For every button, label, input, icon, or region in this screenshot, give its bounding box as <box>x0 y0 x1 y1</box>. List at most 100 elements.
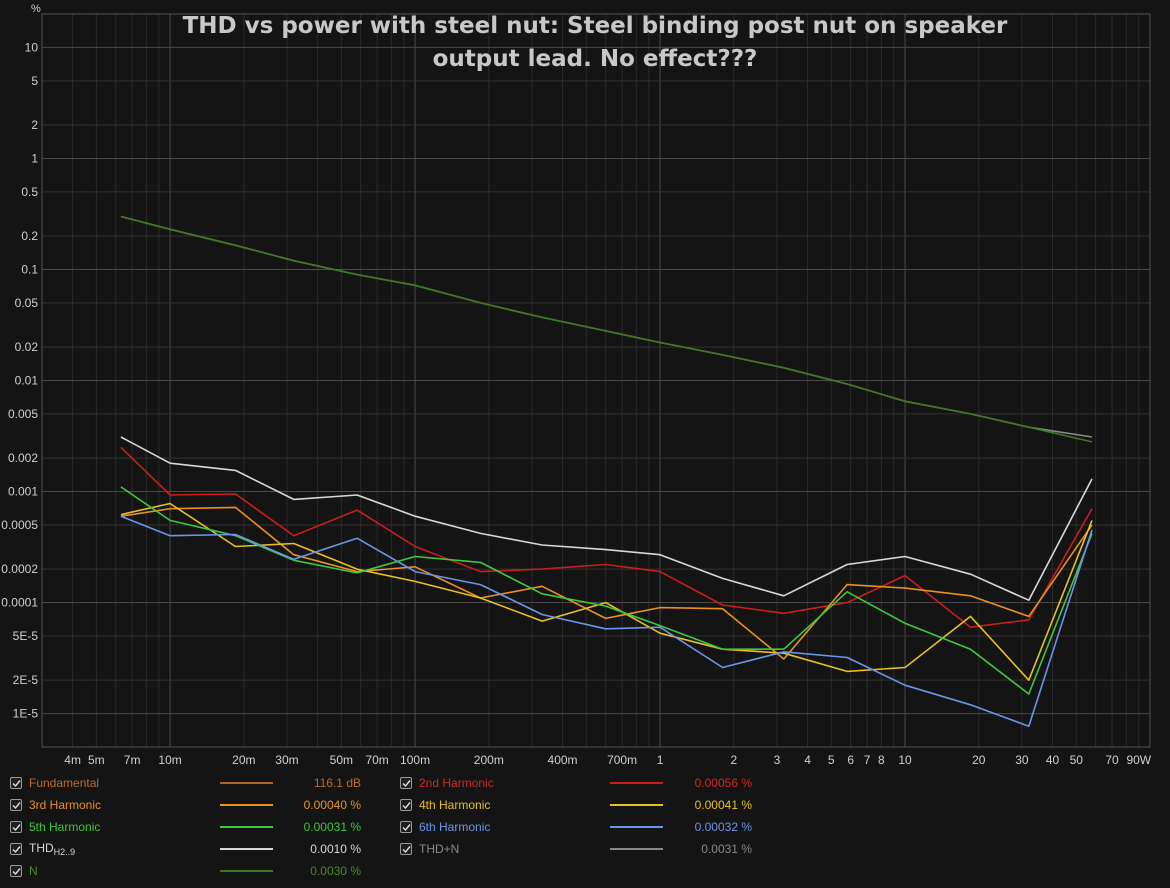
series-line-n <box>120 215 1093 443</box>
y-tick-label: 10 <box>25 40 39 54</box>
series-line-6th-harmonic <box>120 515 1093 728</box>
chart-background <box>0 0 1170 772</box>
check-icon <box>12 801 21 809</box>
x-tick-label: 3 <box>774 753 781 767</box>
x-tick-label: 50m <box>330 753 353 767</box>
x-tick-label: 8 <box>878 753 885 767</box>
legend-swatch-n <box>220 870 273 872</box>
series-line-4th-harmonic <box>120 502 1093 682</box>
y-tick-label: 2E-5 <box>13 673 39 687</box>
legend-swatch-2nd-harmonic <box>610 782 663 784</box>
legend-label: 4th Harmonic <box>419 798 491 812</box>
y-tick-label: 1E-5 <box>13 707 39 721</box>
y-tick-label: 0.0005 <box>1 518 38 532</box>
y-tick-label: 0.05 <box>15 296 39 310</box>
grid <box>41 14 1150 747</box>
plot-border <box>41 13 1151 748</box>
legend-checkbox-thd[interactable] <box>10 843 22 855</box>
legend-checkbox-2nd-harmonic[interactable] <box>400 777 412 789</box>
legend-item-4th-harmonic: 4th Harmonic <box>400 796 490 814</box>
y-tick-label: 0.0002 <box>1 562 38 576</box>
y-tick-label: 0.01 <box>15 374 39 388</box>
legend-label: THDH2..9 <box>29 841 76 857</box>
x-tick-label: 70 <box>1105 753 1119 767</box>
legend-label: N <box>29 864 38 878</box>
legend-item-thd-n: THD+N <box>400 840 459 858</box>
x-tick-label: 20m <box>232 753 255 767</box>
x-tick-label: 30m <box>275 753 298 767</box>
y-tick-label: 0.005 <box>8 407 38 421</box>
legend-label: 5th Harmonic <box>29 820 101 834</box>
legend-label: 6th Harmonic <box>419 820 491 834</box>
check-icon <box>12 867 21 875</box>
thd-chart: 10 5 2 1 0.5 0.2 0.1 0.05 0.02 0.01 0.005 0.002 0.00… <box>0 0 1170 772</box>
legend-item-thd: THDH2..9 <box>10 840 75 858</box>
x-tick-label: 30 <box>1015 753 1029 767</box>
chart-title-line2: output lead. No effect??? <box>432 46 758 72</box>
chart-title: THD vs power with steel nut: Steel bindi… <box>40 10 1150 76</box>
x-tick-label: 700m <box>607 753 637 767</box>
legend-label: 3rd Harmonic <box>29 798 102 812</box>
legend-swatch-thd-n <box>610 848 663 850</box>
y-tick-label: 5E-5 <box>13 629 39 643</box>
y-tick-label: 0.001 <box>8 485 38 499</box>
y-tick-label: 1 <box>31 151 38 165</box>
legend-value-n: 0.0030 % <box>310 864 361 878</box>
legend-swatch-6th-harmonic <box>610 826 663 828</box>
x-tick-label: 7 <box>864 753 871 767</box>
x-tick-label: 10 <box>898 753 912 767</box>
series-line-thd-h2-9 <box>120 436 1093 602</box>
x-tick-label: 50 <box>1070 753 1084 767</box>
y-tick-label: 5 <box>31 74 38 88</box>
y-unit-label: % <box>31 3 41 15</box>
axes: 10 5 2 1 0.5 0.2 0.1 0.05 0.02 0.01 0.005 0.002 0.00… <box>1 13 1152 767</box>
legend-checkbox-4th-harmonic[interactable] <box>400 799 412 811</box>
legend-value-3rd-harmonic: 0.00040 % <box>303 798 361 812</box>
legend-item-5th-harmonic: 5th Harmonic <box>10 818 100 836</box>
x-tick-label: 4 <box>804 753 811 767</box>
legend-value-6th-harmonic: 0.00032 % <box>694 820 752 834</box>
check-icon <box>12 845 21 853</box>
y-tick-label: 0.5 <box>21 185 38 199</box>
legend-checkbox-thd-n[interactable] <box>400 843 412 855</box>
x-tick-label: 6 <box>847 753 854 767</box>
x-tick-label: 70m <box>365 753 388 767</box>
legend-swatch-5th-harmonic <box>220 826 273 828</box>
legend-checkbox-6th-harmonic[interactable] <box>400 821 412 833</box>
legend-label: THD+N <box>419 842 460 856</box>
legend-item-fundamental: Fundamental <box>10 774 99 792</box>
check-icon <box>402 823 411 831</box>
legend-checkbox-fundamental[interactable] <box>10 777 22 789</box>
legend-swatch-4th-harmonic <box>610 804 663 806</box>
x-tick-label: 10m <box>158 753 181 767</box>
legend-checkbox-n[interactable] <box>10 865 22 877</box>
legend-item-n: N <box>10 862 38 880</box>
y-tick-label: 2 <box>31 118 38 132</box>
legend-value-thd-n: 0.0031 % <box>701 842 752 856</box>
x-tick-label: 40 <box>1046 753 1060 767</box>
legend: Fundamental 116.1 dB 2nd Harmonic 0.00056 %… <box>0 772 1170 888</box>
check-icon <box>402 779 411 787</box>
x-tick-label: 200m <box>474 753 504 767</box>
legend-item-3rd-harmonic: 3rd Harmonic <box>10 796 101 814</box>
check-icon <box>402 845 411 853</box>
x-tick-label: 400m <box>548 753 578 767</box>
legend-item-2nd-harmonic: 2nd Harmonic <box>400 774 494 792</box>
x-tick-label: 1 <box>657 753 664 767</box>
y-tick-label: 0.2 <box>21 229 38 243</box>
legend-label-subscript: H2..9 <box>53 847 76 857</box>
series-line-5th-harmonic <box>120 486 1093 695</box>
check-icon <box>12 779 21 787</box>
legend-swatch-3rd-harmonic <box>220 804 273 806</box>
legend-label: Fundamental <box>29 776 100 790</box>
series-line-2nd-harmonic <box>120 446 1093 629</box>
x-tick-label: 7m <box>124 753 141 767</box>
legend-checkbox-5th-harmonic[interactable] <box>10 821 22 833</box>
series-group <box>120 215 1093 728</box>
y-tick-label: 0.0001 <box>1 596 38 610</box>
x-tick-label: 90W <box>1126 753 1151 767</box>
y-tick-label: 0.1 <box>21 262 38 276</box>
legend-checkbox-3rd-harmonic[interactable] <box>10 799 22 811</box>
legend-value-4th-harmonic: 0.00041 % <box>694 798 752 812</box>
y-tick-label: 0.002 <box>8 451 38 465</box>
